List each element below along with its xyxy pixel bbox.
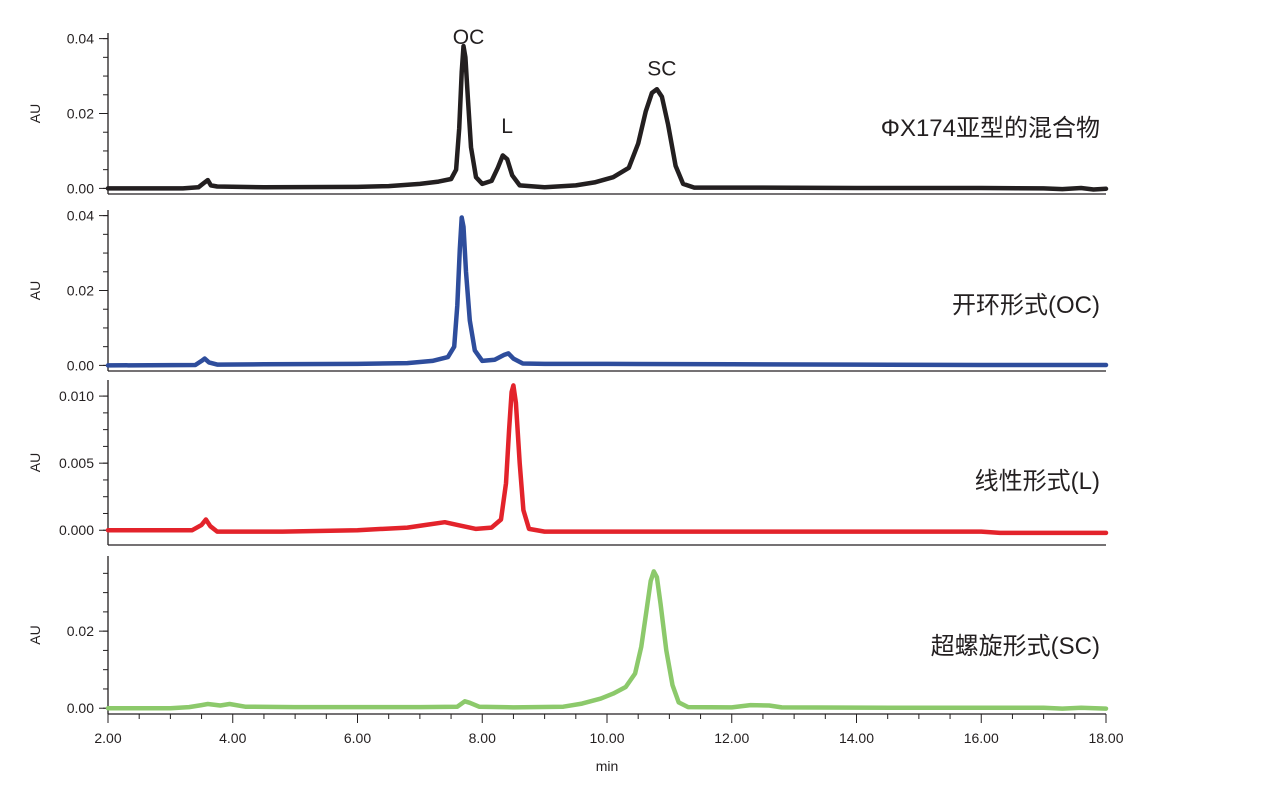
peak-label-sc: SC bbox=[647, 57, 676, 80]
y-tick-label: 0.04 bbox=[67, 208, 94, 224]
y-tick-label: 0.005 bbox=[59, 455, 94, 471]
panel-1: 0.00 0.02 0.04 AU ΦX174亚型的混合物 OC L SC bbox=[27, 26, 1109, 196]
peak-label-oc: OC bbox=[453, 26, 485, 49]
trace-3 bbox=[105, 383, 1109, 536]
trace-1 bbox=[105, 43, 1109, 192]
x-axis-group: 2.00 4.00 6.00 8.00 10.00 12.00 14.00 16.00 18.0… bbox=[94, 714, 1124, 774]
x-tick-label: 12.00 bbox=[714, 730, 749, 746]
panel-3: 0.000 0.005 0.010 AU 线性形式(L) bbox=[27, 380, 1109, 546]
y-tick-label: 0.02 bbox=[67, 623, 94, 639]
x-tick-label: 2.00 bbox=[94, 730, 121, 746]
y-tick-label: 0.000 bbox=[59, 522, 94, 538]
y-tick-label: 0.00 bbox=[67, 357, 94, 373]
panel-label: ΦX174亚型的混合物 bbox=[881, 115, 1100, 142]
x-tick-label: 8.00 bbox=[469, 730, 496, 746]
x-tick-label: 16.00 bbox=[964, 730, 999, 746]
y-tick-label: 0.010 bbox=[59, 388, 94, 404]
y-tick-label: 0.04 bbox=[67, 31, 94, 47]
x-tick-label: 4.00 bbox=[219, 730, 246, 746]
panel-label: 开环形式(OC) bbox=[952, 292, 1100, 319]
y-axis-label: AU bbox=[27, 453, 43, 472]
panel-label: 超螺旋形式(SC) bbox=[931, 633, 1100, 660]
y-tick-label: 0.02 bbox=[67, 106, 94, 122]
panel-4: 0.00 0.02 AU 超螺旋形式(SC) bbox=[27, 556, 1109, 716]
y-tick-label: 0.00 bbox=[67, 700, 94, 716]
x-tick-label: 18.00 bbox=[1088, 730, 1123, 746]
y-axis-label: AU bbox=[27, 625, 43, 644]
peak-label-l: L bbox=[501, 115, 513, 138]
y-axis-label: AU bbox=[27, 281, 43, 300]
panel-label: 线性形式(L) bbox=[975, 468, 1100, 495]
y-axis-label: AU bbox=[27, 104, 43, 123]
trace-4 bbox=[105, 569, 1109, 711]
x-tick-label: 6.00 bbox=[344, 730, 371, 746]
panel-2: 0.00 0.02 0.04 AU 开环形式(OC) bbox=[27, 208, 1109, 373]
x-tick-label: 14.00 bbox=[839, 730, 874, 746]
x-tick-label: 10.00 bbox=[589, 730, 624, 746]
trace-2 bbox=[105, 215, 1109, 368]
y-tick-label: 0.00 bbox=[67, 180, 94, 196]
y-tick-label: 0.02 bbox=[67, 283, 94, 299]
x-axis-label: min bbox=[596, 758, 619, 774]
